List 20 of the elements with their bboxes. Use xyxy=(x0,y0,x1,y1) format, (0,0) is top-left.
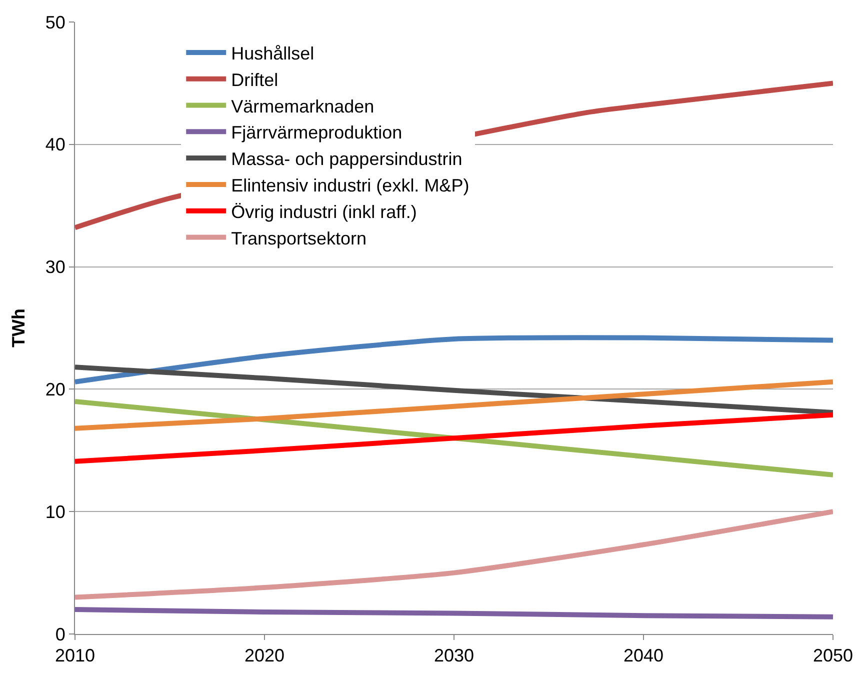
legend-label: Hushållsel xyxy=(231,43,314,64)
legend-label: Värmemarknaden xyxy=(231,96,374,116)
y-tick-label: 50 xyxy=(45,12,66,32)
x-tick-label: 2030 xyxy=(434,646,474,666)
y-axis-title: TWh xyxy=(8,308,29,348)
y-tick-label: 10 xyxy=(45,502,66,522)
legend-label: Driftel xyxy=(231,70,278,90)
x-tick-label: 2050 xyxy=(812,646,854,666)
y-tick-label: 20 xyxy=(45,380,66,400)
x-tick-label: 2040 xyxy=(623,646,664,666)
legend-label: Transportsektorn xyxy=(231,228,367,248)
legend-label: Fjärrvärmeproduktion xyxy=(231,122,402,143)
y-tick-label: 40 xyxy=(45,134,66,155)
y-tick-label: 0 xyxy=(55,624,66,644)
legend-label: Massa- och pappersindustrin xyxy=(231,149,462,170)
x-tick-label: 2020 xyxy=(244,646,285,666)
legend-label: Elintensiv industri (exkl. M&P) xyxy=(231,175,470,196)
legend-label: Övrig industri (inkl raff.) xyxy=(231,202,417,222)
x-tick-label: 2010 xyxy=(54,646,96,666)
y-tick-label: 30 xyxy=(45,257,66,278)
